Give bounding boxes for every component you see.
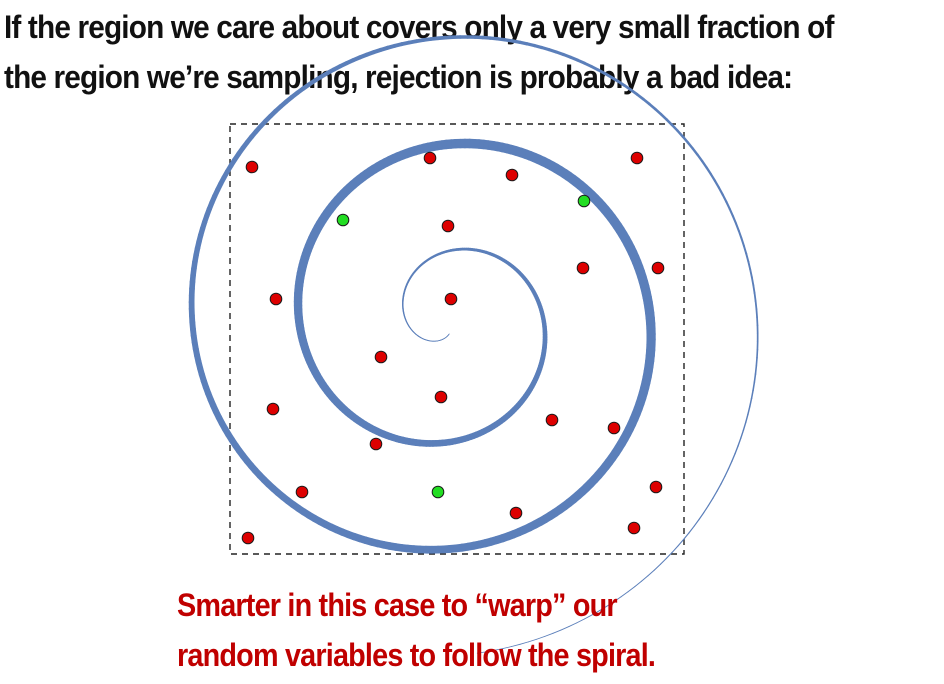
rejected-sample-point — [649, 480, 663, 494]
caption-line-1: Smarter in this case to “warp” our — [177, 587, 618, 623]
rejected-sample-point — [241, 531, 255, 545]
rejected-sample-point — [374, 350, 388, 364]
slide-heading: If the region we care about covers only … — [4, 2, 874, 102]
rejected-sample-point — [545, 413, 559, 427]
rejected-sample-point — [441, 219, 455, 233]
sampling-region-border — [229, 123, 685, 555]
rejected-sample-point — [423, 151, 437, 165]
accepted-sample-point — [336, 213, 350, 227]
rejected-sample-point — [444, 292, 458, 306]
rejected-sample-point — [434, 390, 448, 404]
rejected-sample-point — [266, 402, 280, 416]
rejected-sample-point — [576, 261, 590, 275]
accepted-sample-point — [577, 194, 591, 208]
rejected-sample-point — [651, 261, 665, 275]
rejected-sample-point — [245, 160, 259, 174]
rejected-sample-point — [509, 506, 523, 520]
rejected-sample-point — [369, 437, 383, 451]
rejected-sample-point — [607, 421, 621, 435]
caption: Smarter in this case to “warp” our rando… — [177, 580, 656, 680]
sample-points — [241, 151, 665, 545]
rejected-sample-point — [627, 521, 641, 535]
rejected-sample-point — [269, 292, 283, 306]
accepted-sample-point — [431, 485, 445, 499]
caption-line-2: random variables to follow the spiral. — [177, 637, 656, 673]
rejected-sample-point — [295, 485, 309, 499]
rejected-sample-point — [505, 168, 519, 182]
rejected-sample-point — [630, 151, 644, 165]
heading-line-2: the region we’re sampling, rejection is … — [4, 59, 793, 95]
spiral-region — [188, 35, 759, 654]
